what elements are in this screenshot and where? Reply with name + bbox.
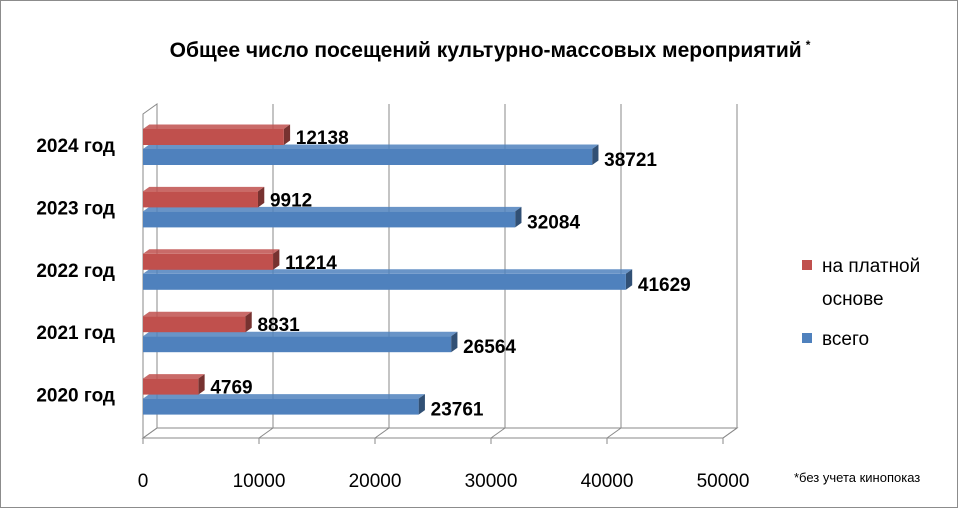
bar-side (592, 144, 599, 165)
legend-swatch (802, 260, 812, 270)
bar-side (625, 269, 633, 290)
category-label: 2022 год (36, 261, 115, 282)
category-label: 2024 год (36, 136, 115, 157)
bar-top (143, 331, 458, 337)
bar-front (143, 273, 626, 290)
bar-paid-2 (143, 249, 280, 270)
bar-front (143, 398, 419, 415)
legend-label-line2: основе (822, 289, 884, 310)
x-tick-label: 40000 (581, 471, 634, 492)
category-label: 2020 год (36, 386, 115, 407)
gridline (606, 104, 622, 439)
data-label-paid: 8831 (257, 315, 300, 336)
bar-paid-1 (143, 311, 252, 333)
data-labels: 4769 23761 8831 26564 11214 41629 9912 32084 121… (210, 128, 690, 421)
data-label-total: 32084 (527, 212, 580, 233)
x-tick-label: 50000 (697, 471, 750, 492)
bar-side (245, 311, 252, 333)
x-tick-label: 30000 (465, 471, 518, 492)
data-label-total: 26564 (463, 337, 516, 358)
chart-title: Общее число посещений культурно-массовых… (0, 38, 960, 63)
bar-side (451, 331, 458, 353)
bar-front (143, 253, 274, 270)
data-label-paid: 12138 (296, 128, 349, 149)
data-label-total: 41629 (638, 275, 691, 296)
bar-front (143, 336, 452, 353)
bar-top (143, 394, 425, 399)
data-label-paid: 11214 (285, 253, 337, 274)
legend-label: всего (822, 329, 869, 350)
bar-side (273, 249, 280, 270)
category-label: 2023 год (36, 198, 115, 219)
bar-top (143, 144, 599, 149)
bar-total-4 (143, 144, 599, 165)
bar-side (418, 394, 425, 415)
gridline (722, 104, 738, 439)
bar-top (143, 249, 280, 254)
bar-side (198, 374, 205, 395)
bar-total-0 (143, 394, 425, 415)
bar-top (143, 186, 265, 192)
x-tick-label: 0 (138, 471, 149, 492)
bar-top (143, 269, 633, 274)
category-label: 2021 год (36, 323, 115, 344)
x-tick-label: 10000 (233, 471, 286, 492)
bar-top (143, 124, 291, 129)
bar-front (143, 191, 258, 208)
bar-top (143, 374, 205, 379)
bar-side (515, 206, 522, 228)
bar-total-2 (143, 269, 633, 290)
data-label-paid: 4769 (210, 378, 252, 399)
chart-title-mark: * (805, 38, 811, 52)
legend-entry: на платной основе (802, 256, 920, 310)
data-label-total: 23761 (431, 400, 484, 421)
bar-side (257, 186, 265, 208)
legend-entry: всего (802, 329, 869, 350)
footnote: *без учета кинопоказ (794, 470, 921, 485)
x-tick-label: 20000 (349, 471, 402, 492)
bar-paid-0 (143, 374, 205, 395)
bar-paid-4 (143, 124, 291, 145)
bar-total-1 (143, 331, 458, 353)
bar-front (143, 316, 246, 333)
bar-total-3 (143, 206, 522, 228)
bar-front (143, 211, 516, 228)
bar-side (283, 124, 291, 145)
x-axis-ticks: 0 10000 20000 30000 40000 50000 (138, 471, 750, 492)
bar-paid-3 (143, 186, 265, 208)
data-label-total: 38721 (604, 150, 657, 171)
floor (141, 427, 739, 439)
legend-label: на платной (822, 256, 920, 277)
bar-top (143, 206, 522, 212)
category-labels: 2020 год 2021 год 2022 год 2023 год 2024 год (36, 136, 115, 407)
legend: на платной основе всего (802, 256, 920, 350)
legend-swatch (802, 333, 812, 343)
bar-front (143, 378, 199, 395)
data-label-paid: 9912 (270, 190, 312, 211)
bar-front (143, 149, 593, 165)
bars (143, 124, 633, 415)
bar-top (143, 311, 252, 317)
chart-title-text: Общее число посещений культурно-массовых… (169, 39, 802, 62)
bar-front (143, 129, 284, 145)
